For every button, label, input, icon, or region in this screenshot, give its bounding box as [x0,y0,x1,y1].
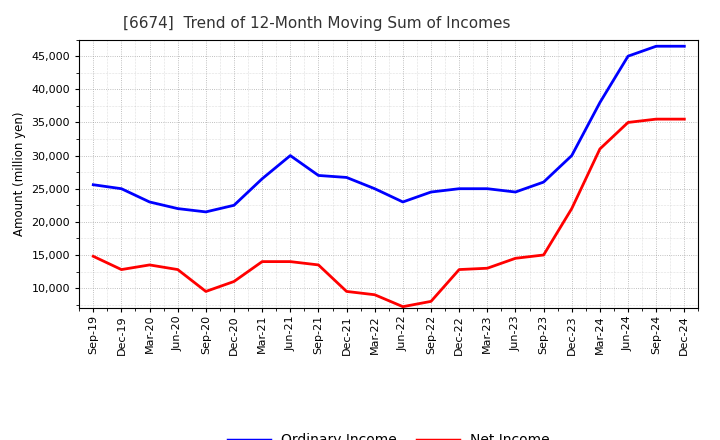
Net Income [595,147,604,152]
Net Income [399,304,408,309]
Net Income [174,267,182,272]
Ordinary Income [624,54,632,59]
Net Income [680,117,688,122]
Net Income [652,117,660,122]
Net Income [314,262,323,268]
Net Income [145,262,154,268]
Ordinary Income [680,44,688,49]
Ordinary Income [595,100,604,105]
Net Income [567,206,576,211]
Legend: Ordinary Income, Net Income: Ordinary Income, Net Income [222,428,555,440]
Ordinary Income [258,176,266,181]
Net Income [483,266,492,271]
Net Income [455,267,464,272]
Ordinary Income [230,203,238,208]
Net Income [427,299,436,304]
Ordinary Income [89,182,98,187]
Line: Net Income: Net Income [94,119,684,307]
Net Income [202,289,210,294]
Text: [6674]  Trend of 12-Month Moving Sum of Incomes: [6674] Trend of 12-Month Moving Sum of I… [122,16,510,32]
Ordinary Income [370,186,379,191]
Ordinary Income [145,199,154,205]
Y-axis label: Amount (million yen): Amount (million yen) [13,112,26,236]
Net Income [511,256,520,261]
Ordinary Income [455,186,464,191]
Ordinary Income [511,189,520,194]
Ordinary Income [286,153,294,158]
Ordinary Income [117,186,126,191]
Ordinary Income [399,199,408,205]
Net Income [230,279,238,284]
Ordinary Income [483,186,492,191]
Ordinary Income [174,206,182,211]
Net Income [342,289,351,294]
Net Income [539,253,548,258]
Ordinary Income [202,209,210,215]
Net Income [117,267,126,272]
Ordinary Income [652,44,660,49]
Ordinary Income [314,173,323,178]
Ordinary Income [427,189,436,194]
Net Income [286,259,294,264]
Ordinary Income [567,153,576,158]
Net Income [624,120,632,125]
Ordinary Income [342,175,351,180]
Ordinary Income [539,180,548,185]
Net Income [89,254,98,259]
Line: Ordinary Income: Ordinary Income [94,46,684,212]
Net Income [370,292,379,297]
Net Income [258,259,266,264]
